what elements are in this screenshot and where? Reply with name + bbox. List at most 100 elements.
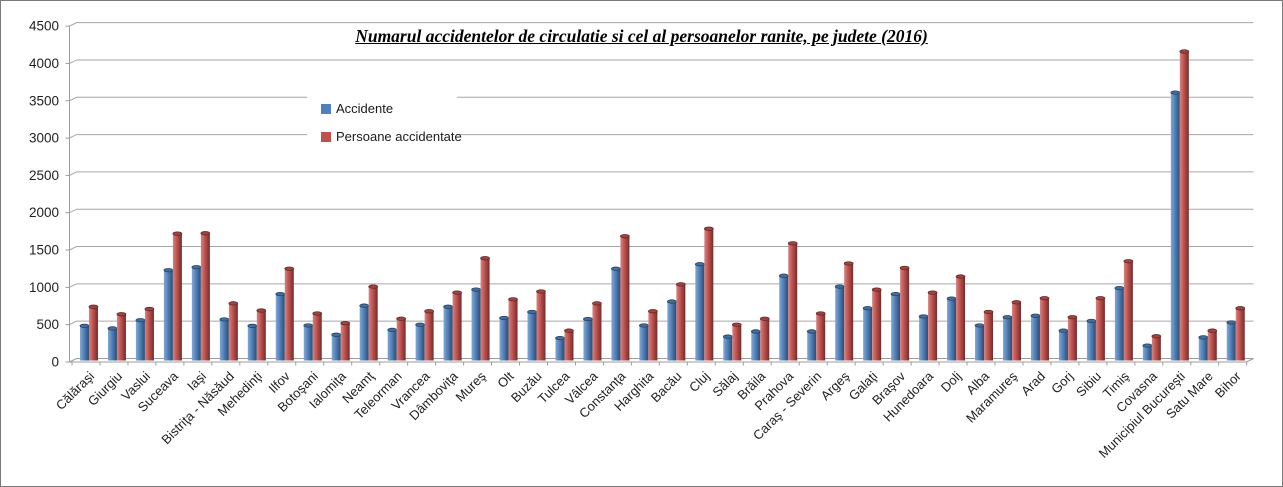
bar-persoane (452, 292, 462, 361)
bar-cap-accidente (1002, 315, 1013, 320)
bar-accidente (443, 306, 453, 361)
gridline (69, 246, 1254, 251)
bar-accidente (947, 298, 957, 361)
bar-cap-accidente (79, 323, 90, 328)
legend-swatch-accidente-icon (321, 103, 331, 114)
bar-persoane (816, 313, 826, 361)
legend-swatch-persoane-icon (321, 131, 331, 142)
bar-persoane (172, 233, 182, 361)
bar-cap-persoane (396, 316, 407, 321)
bar-cap-accidente (387, 327, 398, 332)
bar-accidente (1114, 288, 1124, 361)
bar-cap-accidente (415, 322, 426, 327)
bar-cap-persoane (647, 309, 658, 314)
bar-accidente (527, 311, 537, 361)
bar-cap-persoane (116, 312, 127, 317)
bar-cap-accidente (443, 304, 453, 309)
bar-cap-persoane (620, 234, 630, 239)
bar-cap-accidente (694, 262, 705, 267)
bar-cap-accidente (359, 303, 370, 308)
bar-accidente (639, 325, 649, 361)
bar-cap-persoane (172, 231, 183, 236)
bar-persoane (1067, 317, 1077, 361)
bar-persoane (1179, 51, 1189, 361)
bar-accidente (275, 294, 285, 361)
bar-cap-accidente (499, 315, 509, 321)
bar-persoane (732, 324, 742, 361)
bar-cap-persoane (256, 308, 267, 313)
bar-cap-accidente (806, 329, 817, 334)
bar-cap-accidente (1198, 335, 1209, 340)
bar-cap-accidente (275, 291, 286, 297)
bar-cap-persoane (703, 226, 714, 231)
bar-accidente (1086, 320, 1096, 361)
bar-cap-persoane (1095, 296, 1106, 301)
bar-cap-accidente (666, 299, 677, 304)
bar-accidente (611, 268, 621, 361)
bar-accidente (695, 264, 705, 361)
x-axis-label: Argeş (818, 368, 853, 403)
bar-cap-accidente (471, 287, 481, 292)
bar-accidente (191, 267, 201, 361)
bar-persoane (676, 284, 686, 361)
bar-accidente (919, 316, 929, 361)
gridline (69, 134, 1254, 139)
x-axis-label: Bacău (648, 369, 685, 406)
bar-cap-persoane (955, 274, 966, 279)
bar-accidente (79, 325, 89, 361)
y-axis-label: 3500 (29, 93, 59, 108)
bar-cap-persoane (787, 241, 798, 246)
bar-accidente (1030, 315, 1040, 361)
bar-persoane (200, 233, 210, 361)
gridline (69, 320, 1254, 326)
y-axis-label: 1500 (29, 243, 59, 258)
bar-persoane (620, 236, 630, 361)
bar-cap-accidente (527, 309, 537, 315)
bar-cap-persoane (480, 256, 490, 261)
bar-persoane (900, 267, 910, 361)
bar-cap-accidente (1114, 285, 1125, 291)
bar-accidente (471, 289, 481, 361)
bar-persoane (788, 243, 798, 361)
bar-cap-accidente (918, 314, 929, 319)
bar-cap-accidente (1226, 320, 1237, 325)
bar-accidente (163, 270, 173, 361)
bar-cap-accidente (611, 266, 621, 271)
bar-cap-persoane (200, 231, 211, 236)
bar-cap-accidente (191, 265, 202, 270)
bar-cap-persoane (815, 311, 826, 316)
bar-cap-persoane (1179, 49, 1190, 54)
bar-accidente (863, 308, 873, 361)
bar-cap-persoane (899, 265, 910, 271)
bar-accidente (779, 275, 789, 361)
bar-cap-accidente (750, 329, 761, 334)
bar-persoane (1039, 298, 1049, 361)
bar-persoane (564, 330, 574, 361)
bar-cap-persoane (592, 301, 602, 306)
bar-cap-accidente (862, 306, 873, 311)
bar-accidente (415, 324, 425, 361)
x-axis-label: Sibiu (1073, 369, 1104, 400)
bar-cap-accidente (555, 336, 565, 341)
bar-cap-persoane (1039, 296, 1050, 301)
bar-persoane (592, 303, 602, 361)
bar-cap-persoane (843, 261, 854, 266)
bar-accidente (387, 329, 397, 361)
bar-cap-accidente (890, 291, 901, 297)
bar-accidente (891, 294, 901, 361)
bar-cap-persoane (871, 287, 882, 292)
bar-cap-persoane (1123, 259, 1134, 264)
bar-cap-persoane (508, 297, 518, 302)
y-axis-label: 2500 (29, 168, 59, 183)
bar-persoane (536, 291, 546, 361)
bar-persoane (368, 286, 378, 361)
bar-persoane (396, 318, 406, 361)
bar-persoane (284, 268, 294, 361)
bar-cap-accidente (1058, 328, 1069, 333)
gridline (69, 283, 1254, 288)
bar-cap-persoane (1011, 300, 1022, 305)
bar-cap-persoane (675, 282, 686, 287)
bar-accidente (807, 331, 817, 361)
bar-cap-persoane (564, 328, 574, 333)
bar-cap-accidente (135, 318, 146, 323)
